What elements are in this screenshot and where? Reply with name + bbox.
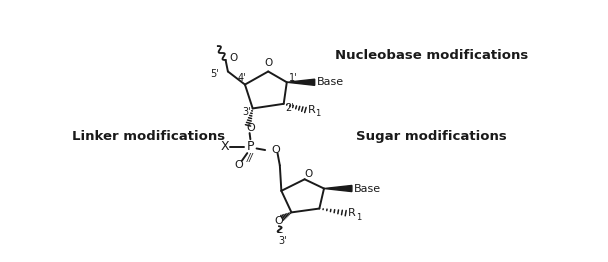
Text: O: O [246, 123, 255, 133]
Text: 5': 5' [210, 69, 219, 79]
Text: 3': 3' [242, 107, 251, 117]
Text: 4': 4' [238, 73, 246, 83]
Text: Base: Base [317, 77, 344, 87]
Polygon shape [324, 185, 352, 192]
Text: 2': 2' [286, 103, 294, 113]
Text: R: R [348, 208, 356, 218]
Text: Nucleobase modifications: Nucleobase modifications [335, 49, 528, 62]
Text: O: O [271, 145, 280, 155]
Text: 1': 1' [289, 73, 297, 83]
Text: Linker modifications: Linker modifications [72, 130, 226, 143]
Polygon shape [287, 79, 315, 85]
Text: P: P [247, 140, 254, 154]
Text: O: O [265, 58, 273, 68]
Text: R: R [308, 105, 316, 115]
Text: X: X [221, 140, 229, 154]
Text: 1: 1 [356, 212, 361, 221]
Text: O: O [275, 216, 283, 226]
Text: O: O [229, 53, 238, 63]
Text: Base: Base [354, 183, 381, 194]
Text: 3': 3' [278, 236, 287, 246]
Text: O: O [305, 169, 313, 179]
Text: 1: 1 [316, 109, 321, 118]
Text: Sugar modifications: Sugar modifications [356, 130, 507, 143]
Text: O: O [234, 160, 243, 170]
Text: //: // [246, 153, 253, 163]
